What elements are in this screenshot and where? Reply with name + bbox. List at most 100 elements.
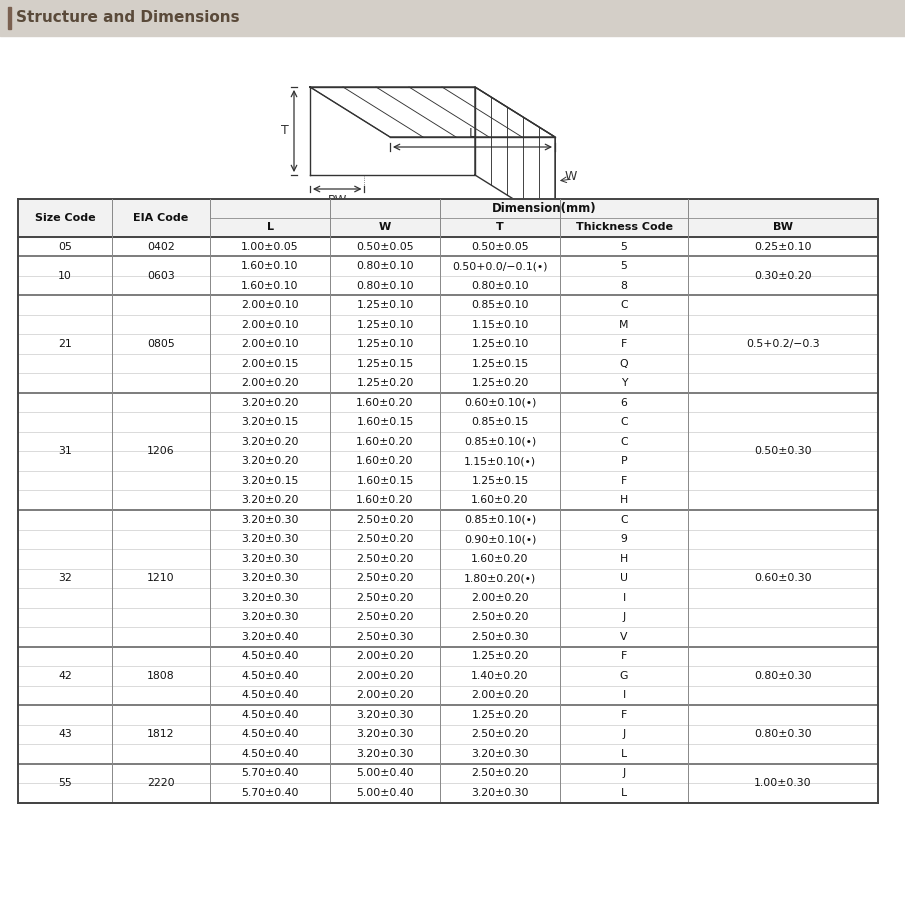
Polygon shape <box>310 87 555 137</box>
Text: 2.00±0.20: 2.00±0.20 <box>357 671 414 681</box>
Text: 1.60±0.15: 1.60±0.15 <box>357 476 414 486</box>
Text: 3.20±0.30: 3.20±0.30 <box>472 748 529 758</box>
Text: M: M <box>619 319 629 329</box>
Text: 2.00±0.10: 2.00±0.10 <box>242 300 299 310</box>
Text: 1.15±0.10: 1.15±0.10 <box>472 319 529 329</box>
Bar <box>0 0 905 36</box>
Text: 3.20±0.30: 3.20±0.30 <box>242 573 299 583</box>
Text: 1.25±0.20: 1.25±0.20 <box>472 378 529 388</box>
Text: T: T <box>281 125 289 138</box>
Text: C: C <box>620 300 628 310</box>
Bar <box>18 199 878 237</box>
Text: 0.50±0.30: 0.50±0.30 <box>754 446 812 456</box>
Text: 1.25±0.20: 1.25±0.20 <box>472 710 529 719</box>
Text: 2.50±0.30: 2.50±0.30 <box>472 632 529 642</box>
Text: 0.50±0.05: 0.50±0.05 <box>472 242 529 252</box>
Text: 2.00±0.20: 2.00±0.20 <box>472 593 529 603</box>
Text: 3.20±0.20: 3.20±0.20 <box>242 398 299 408</box>
Text: 1210: 1210 <box>148 573 175 583</box>
Text: 1.15±0.10(•): 1.15±0.10(•) <box>464 456 536 466</box>
Text: 0.80±0.10: 0.80±0.10 <box>472 281 529 291</box>
Text: 2220: 2220 <box>148 778 175 788</box>
Text: 0.25±0.10: 0.25±0.10 <box>754 242 812 252</box>
Text: 0.80±0.10: 0.80±0.10 <box>357 281 414 291</box>
Text: 1.60±0.10: 1.60±0.10 <box>242 281 299 291</box>
Text: H: H <box>620 495 628 505</box>
Text: 21: 21 <box>58 339 71 349</box>
Text: 0.80±0.30: 0.80±0.30 <box>754 729 812 739</box>
Text: 0.85±0.10(•): 0.85±0.10(•) <box>464 437 536 447</box>
Text: 1.00±0.05: 1.00±0.05 <box>242 242 299 252</box>
Text: EIA Code: EIA Code <box>133 213 188 223</box>
Text: 2.00±0.10: 2.00±0.10 <box>242 319 299 329</box>
Text: 31: 31 <box>58 446 71 456</box>
Text: 1.80±0.20(•): 1.80±0.20(•) <box>464 573 536 583</box>
Text: 0603: 0603 <box>148 271 175 281</box>
Text: 3.20±0.15: 3.20±0.15 <box>242 476 299 486</box>
Text: 05: 05 <box>58 242 71 252</box>
Text: 2.50±0.20: 2.50±0.20 <box>357 573 414 583</box>
Text: V: V <box>620 632 628 642</box>
Text: Q: Q <box>620 358 628 368</box>
Text: F: F <box>621 339 627 349</box>
Text: 0.85±0.10(•): 0.85±0.10(•) <box>464 515 536 525</box>
Text: L: L <box>621 787 627 797</box>
Text: BW: BW <box>773 223 793 233</box>
Polygon shape <box>310 87 475 175</box>
Text: 3.20±0.20: 3.20±0.20 <box>242 456 299 466</box>
Text: 2.50±0.30: 2.50±0.30 <box>357 632 414 642</box>
Polygon shape <box>475 87 555 225</box>
Text: 1.60±0.20: 1.60±0.20 <box>472 495 529 505</box>
Text: 3.20±0.30: 3.20±0.30 <box>242 515 299 525</box>
Text: 1.25±0.15: 1.25±0.15 <box>472 358 529 368</box>
Text: 1.60±0.20: 1.60±0.20 <box>357 495 414 505</box>
Text: 1.25±0.10: 1.25±0.10 <box>357 339 414 349</box>
Text: 0.50±0.05: 0.50±0.05 <box>357 242 414 252</box>
Text: 0.85±0.10: 0.85±0.10 <box>472 300 529 310</box>
Text: 6: 6 <box>621 398 627 408</box>
Text: 0.5+0.2/−0.3: 0.5+0.2/−0.3 <box>747 339 820 349</box>
Text: Thickness Code: Thickness Code <box>576 223 672 233</box>
Text: W: W <box>565 170 577 184</box>
Text: Dimension(mm): Dimension(mm) <box>491 202 596 215</box>
Text: 3.20±0.15: 3.20±0.15 <box>242 417 299 427</box>
Text: 1.60±0.20: 1.60±0.20 <box>357 398 414 408</box>
Text: 0805: 0805 <box>148 339 175 349</box>
Text: 2.00±0.20: 2.00±0.20 <box>357 691 414 700</box>
Text: I: I <box>623 691 625 700</box>
Text: Size Code: Size Code <box>34 213 95 223</box>
Text: C: C <box>620 417 628 427</box>
Text: 3.20±0.30: 3.20±0.30 <box>242 613 299 623</box>
Text: I: I <box>623 593 625 603</box>
Text: 2.50±0.20: 2.50±0.20 <box>357 593 414 603</box>
Text: W: W <box>379 223 391 233</box>
Text: 2.50±0.20: 2.50±0.20 <box>357 534 414 544</box>
Text: 1.25±0.20: 1.25±0.20 <box>472 652 529 662</box>
Text: 5.00±0.40: 5.00±0.40 <box>357 787 414 797</box>
Text: C: C <box>620 515 628 525</box>
Text: 1.25±0.20: 1.25±0.20 <box>357 378 414 388</box>
Text: 42: 42 <box>58 671 71 681</box>
Text: F: F <box>621 476 627 486</box>
Text: 5.70±0.40: 5.70±0.40 <box>242 787 299 797</box>
Text: 3.20±0.30: 3.20±0.30 <box>242 534 299 544</box>
Text: 3.20±0.30: 3.20±0.30 <box>357 729 414 739</box>
Text: 1206: 1206 <box>148 446 175 456</box>
Text: 0.50+0.0/−0.1(•): 0.50+0.0/−0.1(•) <box>452 262 548 271</box>
Text: 3.20±0.40: 3.20±0.40 <box>242 632 299 642</box>
Text: 1.25±0.10: 1.25±0.10 <box>357 300 414 310</box>
Text: L: L <box>469 127 476 140</box>
Text: 4.50±0.40: 4.50±0.40 <box>242 691 299 700</box>
Text: J: J <box>623 613 625 623</box>
Text: L: L <box>266 223 273 233</box>
Text: 1808: 1808 <box>148 671 175 681</box>
Text: 3.20±0.30: 3.20±0.30 <box>357 748 414 758</box>
Text: 3.20±0.20: 3.20±0.20 <box>242 495 299 505</box>
Text: U: U <box>620 573 628 583</box>
Text: 2.50±0.20: 2.50±0.20 <box>472 613 529 623</box>
Text: 3.20±0.20: 3.20±0.20 <box>242 437 299 447</box>
Text: 8: 8 <box>621 281 627 291</box>
Text: 1.25±0.10: 1.25±0.10 <box>472 339 529 349</box>
Text: 3.20±0.30: 3.20±0.30 <box>357 710 414 719</box>
Text: F: F <box>621 710 627 719</box>
